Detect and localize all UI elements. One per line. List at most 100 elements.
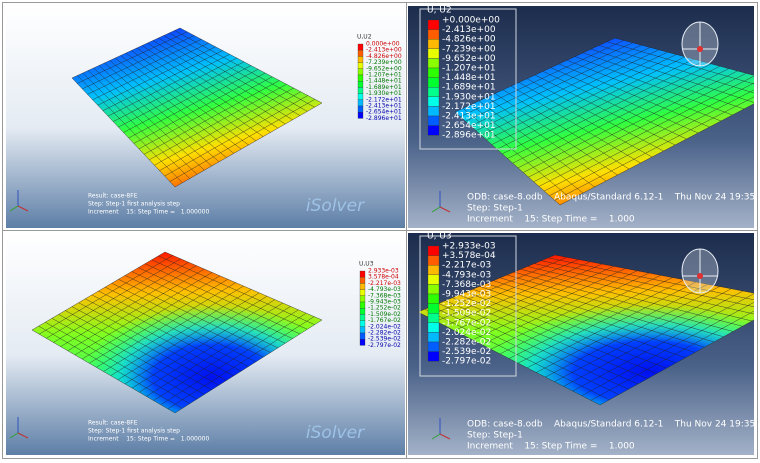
mesh-line: [138, 76, 273, 150]
legend-value: -2.539e-02: [368, 336, 401, 343]
mesh-line: [542, 71, 687, 140]
mesh-line: [164, 95, 308, 177]
legend-swatch: [427, 303, 440, 314]
legend-swatch: [359, 283, 366, 290]
legend-value: -9.652e+00: [442, 54, 496, 64]
viewport: U,U20.000e+00-2.413e+00-4.826e+00-7.239e…: [9, 27, 402, 216]
mesh-line: [131, 271, 286, 344]
axis-triad: [9, 205, 19, 212]
viewport: U, U2+0.000e+00-2.413e+00-4.826e+00-7.23…: [419, 6, 760, 225]
mesh-line: [538, 75, 754, 187]
legend-value: -2.217e-03: [442, 261, 491, 271]
legend-value: -1.689e+01: [366, 84, 402, 91]
legend-value: 3.578e-04: [368, 274, 399, 281]
legend-swatch: [427, 245, 440, 256]
mesh-line: [606, 41, 754, 85]
info-line: Increment 15: Step Time = 1.000: [467, 215, 635, 225]
mesh-line: [548, 257, 754, 301]
mesh-line: [517, 279, 685, 364]
info-line: ODB: case-8.odb Abaqus/Standard 6.12-1 T…: [467, 193, 760, 203]
mesh-line: [527, 281, 697, 369]
legend-value: -4.826e+00: [442, 35, 496, 45]
mesh-line: [128, 69, 259, 139]
legend-swatch: [427, 293, 440, 304]
mesh-line: [153, 309, 299, 401]
legend-value: -4.793e-03: [368, 286, 401, 293]
legend-swatch: [359, 326, 366, 334]
mesh-line: [572, 293, 754, 392]
legend-value: -2.024e-02: [442, 328, 491, 338]
mesh-line: [528, 70, 738, 178]
mesh-line: [517, 65, 721, 169]
legend-value: -2.282e-02: [442, 338, 491, 348]
mesh-line: [147, 42, 279, 129]
mesh-line: [103, 285, 244, 372]
mesh-line: [566, 59, 722, 122]
mesh-line: [545, 286, 720, 378]
legend-swatch: [357, 68, 364, 76]
mesh-line: [163, 35, 301, 116]
mesh-line: [133, 72, 266, 144]
legend-value: -1.509e-02: [442, 309, 491, 319]
legend-value: -2.797e-02: [442, 357, 491, 367]
legend-value: -2.217e-03: [368, 280, 401, 287]
legend-value: -2.896e+01: [366, 115, 402, 122]
legend-swatch: [357, 99, 364, 107]
legend-value: -1.252e-02: [442, 299, 491, 309]
legend-swatch: [427, 351, 440, 362]
axis-triad: [431, 433, 441, 440]
mesh-line: [110, 289, 252, 376]
info-line: Increment 15: Step Time = 1.000: [467, 442, 635, 452]
view-cube-dot: [697, 273, 703, 279]
mesh-line: [523, 68, 729, 173]
mesh-line: [550, 67, 699, 134]
legend-title: U,U2: [357, 34, 372, 41]
viewport: U, U3+2.933e-03+3.578e-04-2.217e-03-4.79…: [417, 233, 754, 452]
mesh-line: [507, 61, 703, 159]
legend-swatch: [359, 308, 366, 315]
axis-triad: [9, 432, 19, 439]
info-line: Result: case-8FE: [88, 420, 138, 427]
info-line: Result: case-8FE: [88, 193, 138, 200]
mesh-line: [139, 302, 283, 393]
mesh-line: [614, 37, 754, 76]
legend-value: -1.448e+01: [442, 73, 496, 83]
mesh-line: [151, 259, 308, 330]
info-line: Increment 15: Step Time = 1.000000: [88, 436, 210, 443]
mesh-line: [508, 277, 673, 359]
legend-value: -1.689e+01: [442, 83, 496, 93]
axis-triad: [17, 432, 29, 439]
legend-swatch: [427, 125, 440, 136]
legend-value: -2.413e+01: [442, 112, 496, 122]
legend-value: -1.207e+01: [442, 64, 496, 74]
mesh-line: [590, 48, 754, 103]
legend-value: -2.282e-02: [368, 330, 401, 337]
legend-swatch: [359, 301, 366, 309]
legend-swatch: [357, 93, 364, 100]
legend-value: 2.933e-03: [368, 268, 399, 275]
info-line: Step: Step-1: [467, 204, 523, 214]
legend-swatch: [427, 255, 440, 266]
mesh-line: [500, 277, 715, 343]
mesh-line: [544, 82, 754, 192]
mesh-line: [533, 73, 747, 182]
mesh-line: [559, 103, 754, 206]
mesh-line: [152, 40, 286, 125]
legend-swatch: [357, 74, 364, 82]
legend-swatch: [357, 62, 364, 69]
legend-value: -1.767e-02: [368, 317, 401, 324]
mesh-line: [536, 284, 708, 373]
mesh-line: [154, 87, 294, 166]
brand-logo: iSolver: [306, 423, 365, 443]
legend-value: +3.578e-04: [442, 251, 496, 261]
legend-swatch: [359, 314, 366, 321]
legend-value: -1.767e-02: [442, 318, 491, 328]
mesh-line: [138, 267, 293, 339]
mesh-line: [142, 45, 271, 133]
legend-swatch: [427, 332, 440, 343]
legend-value: -4.793e-03: [442, 270, 491, 280]
mesh-line: [160, 312, 307, 405]
mesh-line: [111, 282, 264, 358]
mesh-line: [174, 102, 323, 188]
